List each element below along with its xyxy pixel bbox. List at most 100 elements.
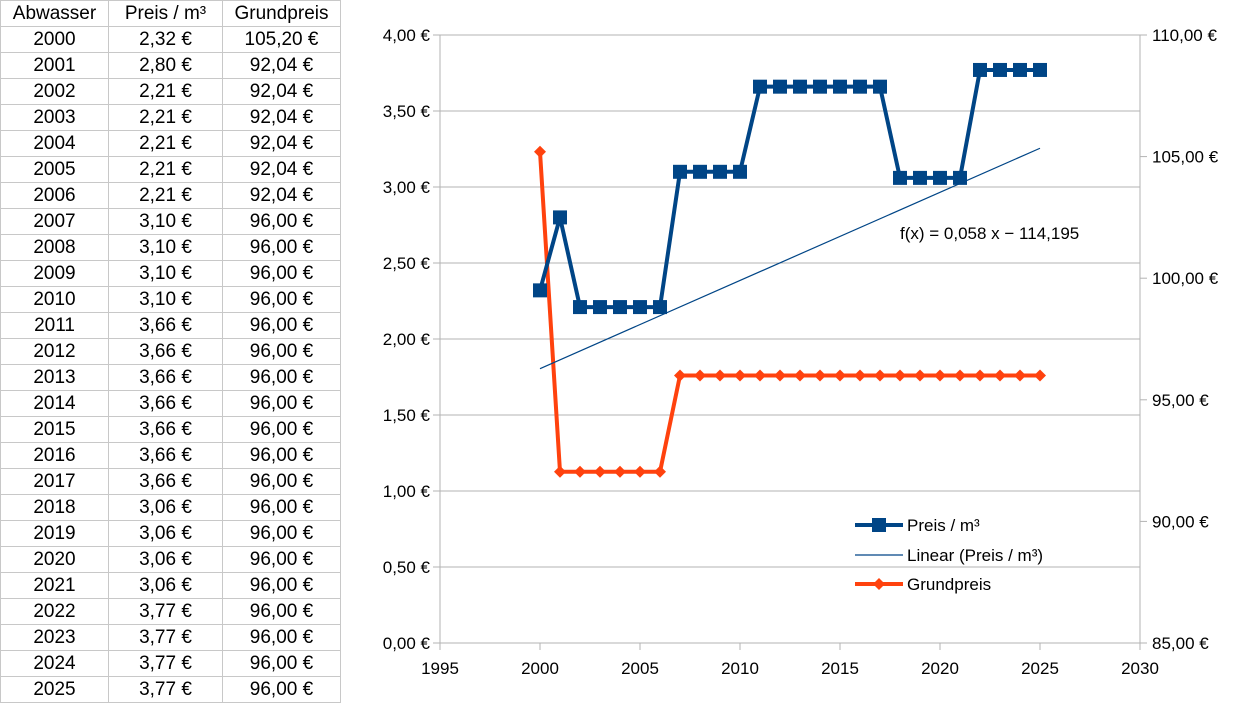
year-cell[interactable]: 2025 — [0, 676, 109, 703]
base-price-point[interactable] — [894, 369, 906, 382]
year-cell[interactable]: 2008 — [0, 234, 109, 261]
price-cell[interactable]: 3,77 € — [108, 624, 223, 651]
base-price-cell[interactable]: 96,00 € — [222, 312, 341, 339]
price-cell[interactable]: 3,06 € — [108, 494, 223, 521]
price-point[interactable] — [813, 79, 827, 94]
price-cell[interactable]: 3,66 € — [108, 312, 223, 339]
price-point[interactable] — [1013, 62, 1027, 77]
base-price-cell[interactable]: 92,04 € — [222, 130, 341, 157]
price-cell[interactable]: 3,10 € — [108, 286, 223, 313]
base-price-point[interactable] — [914, 369, 926, 382]
year-cell[interactable]: 2001 — [0, 52, 109, 79]
price-point[interactable] — [693, 164, 707, 179]
year-cell[interactable]: 2021 — [0, 572, 109, 599]
year-cell[interactable]: 2006 — [0, 182, 109, 209]
price-cell[interactable]: 3,66 € — [108, 468, 223, 495]
price-point[interactable] — [953, 170, 967, 185]
price-point[interactable] — [993, 62, 1007, 77]
year-cell[interactable]: 2019 — [0, 520, 109, 547]
year-cell[interactable]: 2009 — [0, 260, 109, 287]
price-point[interactable] — [933, 170, 947, 185]
price-cell[interactable]: 2,21 € — [108, 156, 223, 183]
year-cell[interactable]: 2022 — [0, 598, 109, 625]
base-price-cell[interactable]: 96,00 € — [222, 234, 341, 261]
base-price-cell[interactable]: 92,04 € — [222, 156, 341, 183]
base-price-cell[interactable]: 96,00 € — [222, 468, 341, 495]
price-point[interactable] — [733, 164, 747, 179]
base-price-cell[interactable]: 96,00 € — [222, 546, 341, 573]
price-cell[interactable]: 3,66 € — [108, 390, 223, 417]
base-price-cell[interactable]: 96,00 € — [222, 494, 341, 521]
price-cell[interactable]: 2,21 € — [108, 182, 223, 209]
price-point[interactable] — [913, 170, 927, 185]
base-price-cell[interactable]: 96,00 € — [222, 598, 341, 625]
price-point[interactable] — [613, 300, 627, 315]
price-cell[interactable]: 3,66 € — [108, 442, 223, 469]
base-price-cell[interactable]: 96,00 € — [222, 286, 341, 313]
base-price-point[interactable] — [614, 465, 626, 478]
base-price-point[interactable] — [814, 369, 826, 382]
price-point[interactable] — [773, 79, 787, 94]
base-price-point[interactable] — [714, 369, 726, 382]
base-price-point[interactable] — [734, 369, 746, 382]
base-price-cell[interactable]: 92,04 € — [222, 52, 341, 79]
price-point[interactable] — [793, 79, 807, 94]
price-cell[interactable]: 2,21 € — [108, 104, 223, 131]
base-price-point[interactable] — [754, 369, 766, 382]
base-price-cell[interactable]: 96,00 € — [222, 520, 341, 547]
price-point[interactable] — [633, 300, 647, 315]
price-point[interactable] — [713, 164, 727, 179]
year-cell[interactable]: 2012 — [0, 338, 109, 365]
price-cell[interactable]: 3,06 € — [108, 572, 223, 599]
base-price-cell[interactable]: 92,04 € — [222, 182, 341, 209]
base-price-point[interactable] — [1014, 369, 1026, 382]
base-price-cell[interactable]: 96,00 € — [222, 338, 341, 365]
price-point[interactable] — [533, 283, 547, 298]
price-point[interactable] — [653, 300, 667, 315]
year-cell[interactable]: 2000 — [0, 26, 109, 53]
price-point[interactable] — [673, 164, 687, 179]
base-price-point[interactable] — [954, 369, 966, 382]
base-price-cell[interactable]: 96,00 € — [222, 390, 341, 417]
base-price-point[interactable] — [694, 369, 706, 382]
year-cell[interactable]: 2020 — [0, 546, 109, 573]
price-cell[interactable]: 2,21 € — [108, 78, 223, 105]
price-point[interactable] — [1033, 62, 1047, 77]
base-price-point[interactable] — [934, 369, 946, 382]
year-cell[interactable]: 2005 — [0, 156, 109, 183]
price-point[interactable] — [873, 79, 887, 94]
base-price-point[interactable] — [674, 369, 686, 382]
price-cell[interactable]: 2,32 € — [108, 26, 223, 53]
base-price-cell[interactable]: 96,00 € — [222, 208, 341, 235]
base-price-cell[interactable]: 96,00 € — [222, 364, 341, 391]
year-cell[interactable]: 2011 — [0, 312, 109, 339]
year-cell[interactable]: 2010 — [0, 286, 109, 313]
base-price-cell[interactable]: 92,04 € — [222, 78, 341, 105]
price-point[interactable] — [973, 62, 987, 77]
base-price-point[interactable] — [654, 465, 666, 478]
base-price-point[interactable] — [834, 369, 846, 382]
base-price-point[interactable] — [774, 369, 786, 382]
header-cell-base-price[interactable]: Grundpreis — [222, 0, 341, 27]
price-cell[interactable]: 3,06 € — [108, 520, 223, 547]
price-point[interactable] — [833, 79, 847, 94]
price-cell[interactable]: 3,77 € — [108, 676, 223, 703]
base-price-cell[interactable]: 96,00 € — [222, 624, 341, 651]
price-cell[interactable]: 2,21 € — [108, 130, 223, 157]
base-price-point[interactable] — [974, 369, 986, 382]
year-cell[interactable]: 2015 — [0, 416, 109, 443]
base-price-cell[interactable]: 92,04 € — [222, 104, 341, 131]
price-point[interactable] — [853, 79, 867, 94]
base-price-point[interactable] — [594, 465, 606, 478]
base-price-cell[interactable]: 96,00 € — [222, 416, 341, 443]
price-cell[interactable]: 3,77 € — [108, 598, 223, 625]
year-cell[interactable]: 2013 — [0, 364, 109, 391]
base-price-cell[interactable]: 96,00 € — [222, 260, 341, 287]
base-price-cell[interactable]: 96,00 € — [222, 442, 341, 469]
base-price-point[interactable] — [994, 369, 1006, 382]
base-price-point[interactable] — [854, 369, 866, 382]
price-cell[interactable]: 3,66 € — [108, 364, 223, 391]
year-cell[interactable]: 2014 — [0, 390, 109, 417]
year-cell[interactable]: 2024 — [0, 650, 109, 677]
year-cell[interactable]: 2023 — [0, 624, 109, 651]
